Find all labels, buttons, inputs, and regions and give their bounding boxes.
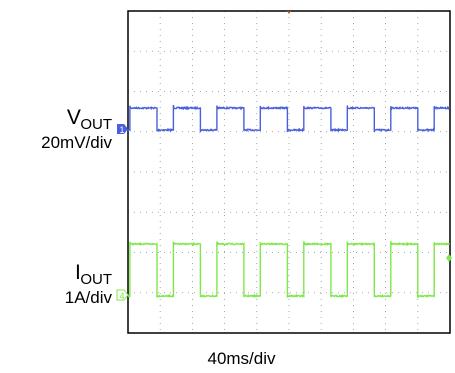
- iout-label: IOUT: [75, 262, 112, 291]
- channel-4-marker: 4: [116, 289, 129, 301]
- channel-1-marker-label: 1: [120, 125, 125, 135]
- iout-label-sub: OUT: [80, 271, 112, 288]
- trigger-marker-top: [287, 11, 291, 14]
- iout-label-main: I: [74, 261, 81, 284]
- channel-4-offset-marker: [446, 254, 452, 262]
- iout-scale-label: 1A/div: [64, 288, 112, 307]
- vout-scale-label: 20mV/div: [41, 133, 112, 152]
- vout-label: VOUT: [67, 107, 112, 136]
- iout-trace: [127, 241, 451, 299]
- time-scale-label: 40ms/div: [207, 349, 276, 368]
- channel-4-marker-label: 4: [120, 291, 125, 301]
- vout-trace: [127, 104, 451, 134]
- vout-label-sub: OUT: [80, 116, 112, 133]
- grid: [128, 11, 450, 333]
- channel-1-marker: 1: [117, 124, 128, 135]
- vout-label-main: V: [66, 106, 81, 129]
